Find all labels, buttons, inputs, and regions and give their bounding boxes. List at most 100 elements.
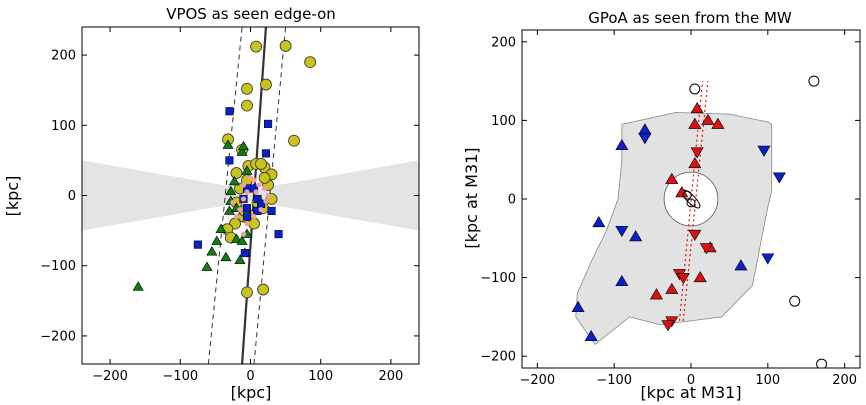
marker-triangle-up-10 — [693, 271, 707, 283]
marker-open-circle-4 — [682, 190, 692, 200]
marker-triangle-down-2 — [757, 145, 771, 157]
marker-circle-3 — [241, 82, 253, 95]
x-tick-label-3: 100 — [755, 373, 780, 388]
marker-triangle-up-8 — [649, 288, 663, 300]
marker-trail-13 — [244, 189, 250, 195]
y-tick-label-2: 0 — [508, 193, 516, 208]
marker-triangle-13 — [234, 254, 246, 264]
x-tick-label-2: 0 — [246, 369, 254, 384]
left-title: VPOS as seen edge-on — [166, 5, 336, 23]
x-tick-label-1: −100 — [162, 369, 198, 384]
marker-triangle-up-5 — [584, 329, 598, 342]
left-y-ticks: −200 −100 0 100 200 — [40, 49, 419, 344]
marker-triangle-down-4 — [761, 253, 775, 265]
right-title: GPoA as seen from the MW — [588, 9, 792, 27]
marker-triangle-up-0 — [690, 102, 704, 114]
right-plot-area — [571, 75, 828, 368]
marker-open-circle-3 — [816, 358, 828, 368]
marker-open-circle-5 — [686, 198, 696, 208]
x-tick-label-2: 0 — [687, 373, 695, 388]
marker-triangle-up-3 — [688, 117, 702, 129]
marker-triangle-16 — [132, 281, 144, 291]
marker-trail-10 — [240, 231, 247, 237]
marker-circle-12 — [288, 134, 300, 147]
marker-triangle-1 — [236, 146, 248, 156]
marker-triangle-down-3 — [676, 273, 690, 285]
marker-square-13 — [242, 212, 252, 221]
marker-square-7 — [242, 204, 252, 213]
marker-triangle-up-1 — [701, 113, 715, 125]
marker-triangle-up-7 — [665, 282, 679, 294]
y-tick-label-3: 100 — [51, 119, 76, 134]
marker-triangle-up-2 — [711, 117, 725, 129]
marker-trail-9 — [244, 220, 250, 227]
y-tick-label-0: −200 — [40, 329, 76, 344]
marker-triangle-up-1 — [615, 138, 629, 151]
right-x-ticks: −200 −100 0 100 200 — [520, 30, 857, 388]
marker-triangle-2 — [237, 140, 250, 151]
plot-clipped-group — [571, 75, 828, 368]
marker-circle-0 — [250, 40, 263, 53]
marker-circle-2 — [304, 56, 317, 69]
y-tick-label-2: 0 — [68, 189, 76, 204]
left-panel-vpos: VPOS as seen edge-on −200 −100 0 100 200 −20… — [3, 5, 420, 402]
marker-trail-4 — [261, 185, 268, 192]
marker-circle-18 — [241, 286, 253, 299]
marker-triangle-8 — [211, 235, 223, 245]
marker-triangle-9 — [220, 251, 232, 262]
right-x-label: [kpc at M31] — [640, 383, 741, 402]
marker-triangle-up-2 — [592, 215, 606, 228]
marker-triangle-down-0 — [690, 147, 704, 159]
marker-triangle-up-3 — [615, 274, 629, 287]
marker-trail-7 — [258, 206, 264, 213]
marker-trail-16 — [230, 199, 236, 206]
y-tick-label-1: −100 — [480, 271, 516, 286]
marker-circle-11 — [230, 167, 243, 179]
left-y-label: [kpc] — [3, 176, 22, 217]
marker-square-10 — [193, 240, 202, 249]
marker-triangle-7 — [215, 223, 227, 233]
marker-square-14 — [261, 149, 270, 158]
left-x-label: [kpc] — [231, 383, 272, 402]
marker-triangle-15 — [201, 261, 213, 271]
marker-circle-30 — [255, 158, 267, 170]
marker-triangle-down-1 — [638, 133, 652, 145]
marker-triangle-3 — [228, 175, 240, 186]
x-tick-label-3: 100 — [308, 369, 333, 384]
marker-square-9 — [267, 206, 276, 215]
marker-trail-6 — [263, 198, 269, 204]
marker-circle-1 — [279, 40, 292, 52]
left-x-ticks: −200 −100 0 100 200 — [92, 27, 403, 384]
marker-open-circle-0 — [689, 83, 701, 95]
marker-triangle-down-1 — [688, 229, 702, 241]
marker-circle-4 — [241, 99, 253, 112]
right-y-label: [kpc at M31] — [462, 147, 481, 248]
marker-square-11 — [274, 230, 283, 239]
plane-dashed-left — [207, 27, 243, 364]
marker-trail-5 — [265, 192, 271, 199]
marker-circle-19 — [257, 283, 270, 296]
marker-triangle-up-7 — [629, 230, 643, 242]
plot-clipped-group — [82, 27, 419, 364]
marker-circle-5 — [260, 78, 272, 91]
survey-footprint — [575, 112, 773, 345]
marker-triangle-down-6 — [661, 320, 675, 332]
marker-square-1 — [264, 119, 273, 128]
marker-open-circle-1 — [808, 75, 820, 87]
x-tick-label-4: 200 — [832, 373, 857, 388]
zone-of-avoidance — [82, 160, 419, 231]
marker-triangle-up-6 — [688, 157, 702, 169]
marker-trail-11 — [233, 213, 240, 220]
marker-triangle-11 — [236, 235, 248, 245]
marker-trail-3 — [256, 182, 262, 188]
right-y-ticks: −200 −100 0 100 200 — [480, 35, 860, 365]
marker-triangle-up-4 — [571, 300, 585, 312]
plane-dashed-right — [253, 27, 287, 364]
x-tick-label-4: 200 — [379, 369, 404, 384]
marker-triangle-0 — [222, 139, 234, 149]
marker-trail-14 — [253, 189, 259, 195]
y-tick-label-1: −100 — [40, 259, 76, 274]
marker-triangle-down-0 — [615, 225, 629, 238]
y-tick-label-4: 200 — [51, 49, 76, 64]
